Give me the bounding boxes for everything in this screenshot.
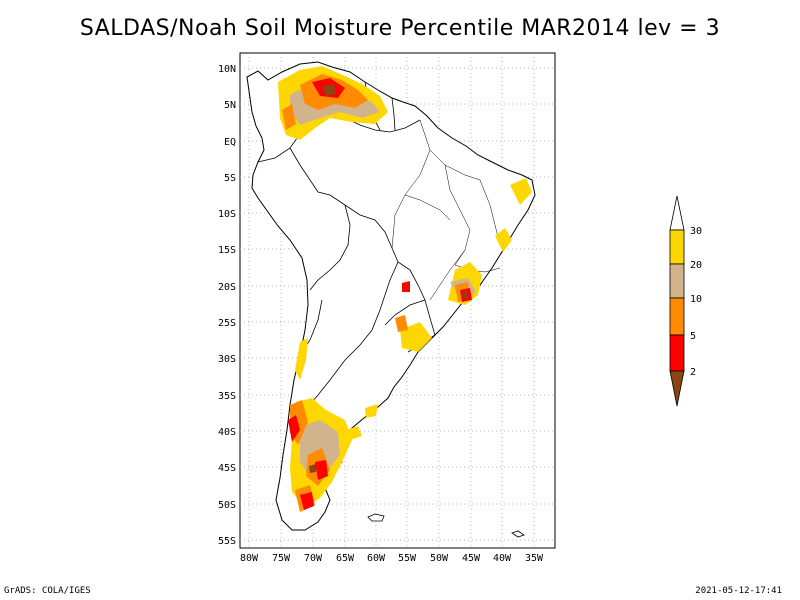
lon-label: 75W — [272, 553, 291, 564]
legend-swatch-10-20 — [669, 263, 685, 299]
lon-label: 35W — [525, 553, 544, 564]
legend-label: 5 — [690, 331, 696, 342]
legend-swatch-20-30 — [669, 229, 685, 265]
legend-arrow-bottom — [669, 370, 685, 407]
lon-label: 45W — [462, 553, 481, 564]
footer-timestamp: 2021-05-12-17:41 — [695, 586, 782, 596]
legend-swatch-5-10 — [669, 297, 685, 336]
legend-label: 2 — [690, 367, 696, 378]
map-title: SALDAS/Noah Soil Moisture Percentile MAR… — [79, 16, 721, 41]
lon-label: 40W — [493, 553, 512, 564]
lat-label: 15S — [218, 245, 236, 256]
lon-label: 80W — [240, 553, 259, 564]
lat-label: 20S — [218, 282, 236, 293]
legend-label: 20 — [690, 260, 702, 271]
lat-label: 40S — [218, 427, 236, 438]
lon-label: 50W — [430, 553, 449, 564]
longitude-labels: 80W 75W 70W 65W 60W 55W 50W 45W 40W 35W — [240, 553, 544, 564]
legend-swatch-2-5 — [669, 334, 685, 372]
lat-label: 30S — [218, 354, 236, 365]
lat-label: 5N — [224, 100, 236, 111]
lat-label: 45S — [218, 463, 236, 474]
lat-label: 25S — [218, 318, 236, 329]
lat-label: 10S — [218, 209, 236, 220]
lon-label: 70W — [304, 553, 323, 564]
lat-label: 5S — [224, 173, 236, 184]
lat-label: 10N — [218, 64, 236, 75]
lat-label: 55S — [218, 536, 236, 547]
lat-label: EQ — [224, 137, 236, 148]
legend-label: 10 — [690, 294, 702, 305]
south-georgia-island — [511, 530, 525, 538]
shading-below-2 — [309, 84, 468, 473]
footer-credit: GrADS: COLA/IGES — [4, 586, 91, 596]
lon-label: 65W — [336, 553, 355, 564]
falkland-islands — [367, 513, 385, 522]
color-legend — [669, 195, 685, 407]
lat-label: 50S — [218, 500, 236, 511]
lon-label: 55W — [398, 553, 417, 564]
legend-label: 30 — [690, 226, 702, 237]
lat-label: 35S — [218, 391, 236, 402]
lon-label: 60W — [367, 553, 386, 564]
legend-labels: 30 20 10 5 2 — [690, 226, 702, 378]
legend-arrow-top — [669, 195, 685, 231]
latitude-labels: 10N 5N EQ 5S 10S 15S 20S 25S 30S 35S 40S… — [218, 64, 236, 547]
